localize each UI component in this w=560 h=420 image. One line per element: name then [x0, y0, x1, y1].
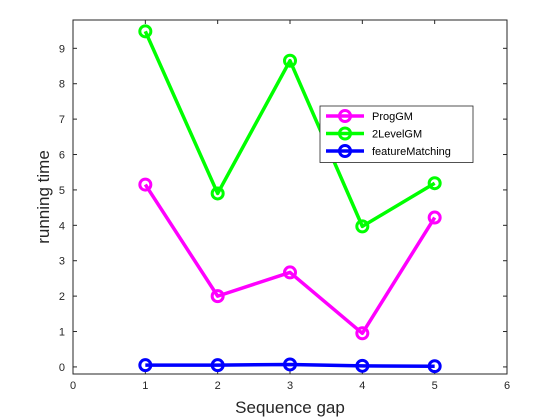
data-point-2LevelGM [355, 219, 370, 234]
x-tick-label: 6 [504, 380, 510, 392]
series-line-2LevelGM [143, 30, 436, 229]
series-2LevelGM [138, 24, 442, 234]
series-line-featureMatching [145, 362, 435, 368]
series-group [138, 24, 442, 374]
data-point-2LevelGM [427, 176, 442, 191]
y-tick-label: 8 [59, 79, 65, 91]
data-point-2LevelGM [210, 186, 225, 201]
x-tick-label: 3 [287, 380, 293, 392]
series-ProgGM [138, 177, 442, 341]
data-point-featureMatching [427, 359, 442, 374]
x-tick-label: 5 [432, 380, 438, 392]
x-tick-label: 1 [142, 380, 148, 392]
data-point-featureMatching [138, 358, 153, 373]
data-point-featureMatching [355, 358, 370, 373]
y-tick-label: 0 [59, 362, 65, 374]
data-point-2LevelGM [283, 53, 297, 68]
data-point-featureMatching [283, 357, 297, 372]
series-featureMatching [138, 357, 442, 374]
legend-entry-label: 2LevelGM [372, 129, 422, 141]
legend-entry-label: featureMatching [372, 146, 451, 158]
x-tick-label: 4 [359, 380, 365, 392]
x-tick-label: 0 [70, 380, 76, 392]
y-tick-label: 2 [59, 291, 65, 303]
legend: ProgGM 2LevelGM featureMatching [319, 105, 474, 163]
y-tick-label: 5 [59, 185, 65, 197]
data-point-featureMatching [210, 358, 225, 373]
y-axis-label: running time [34, 150, 53, 244]
x-tick-label: 2 [215, 380, 221, 392]
axis-ticks: 0 1 2 3 4 5 6 0 1 2 3 4 5 6 7 8 9 [59, 20, 510, 392]
plot-area [72, 19, 508, 375]
legend-swatch-marker [338, 109, 352, 123]
data-point-ProgGM [210, 289, 225, 304]
legend-entry-label: ProgGM [372, 111, 413, 123]
y-tick-label: 7 [59, 114, 65, 126]
data-point-2LevelGM [138, 24, 153, 39]
y-tick-label: 3 [59, 256, 65, 268]
data-point-ProgGM [427, 210, 442, 225]
data-point-ProgGM [283, 265, 297, 280]
series-line-ProgGM [143, 183, 437, 336]
legend-swatch-marker [338, 126, 352, 141]
y-tick-label: 9 [59, 43, 65, 55]
data-point-ProgGM [138, 177, 153, 192]
y-tick-label: 6 [59, 150, 65, 162]
y-tick-label: 1 [59, 327, 65, 339]
legend-swatch-marker [338, 144, 352, 158]
data-point-ProgGM [355, 326, 370, 341]
y-tick-label: 4 [59, 220, 65, 232]
x-axis-label: Sequence gap [235, 398, 345, 417]
